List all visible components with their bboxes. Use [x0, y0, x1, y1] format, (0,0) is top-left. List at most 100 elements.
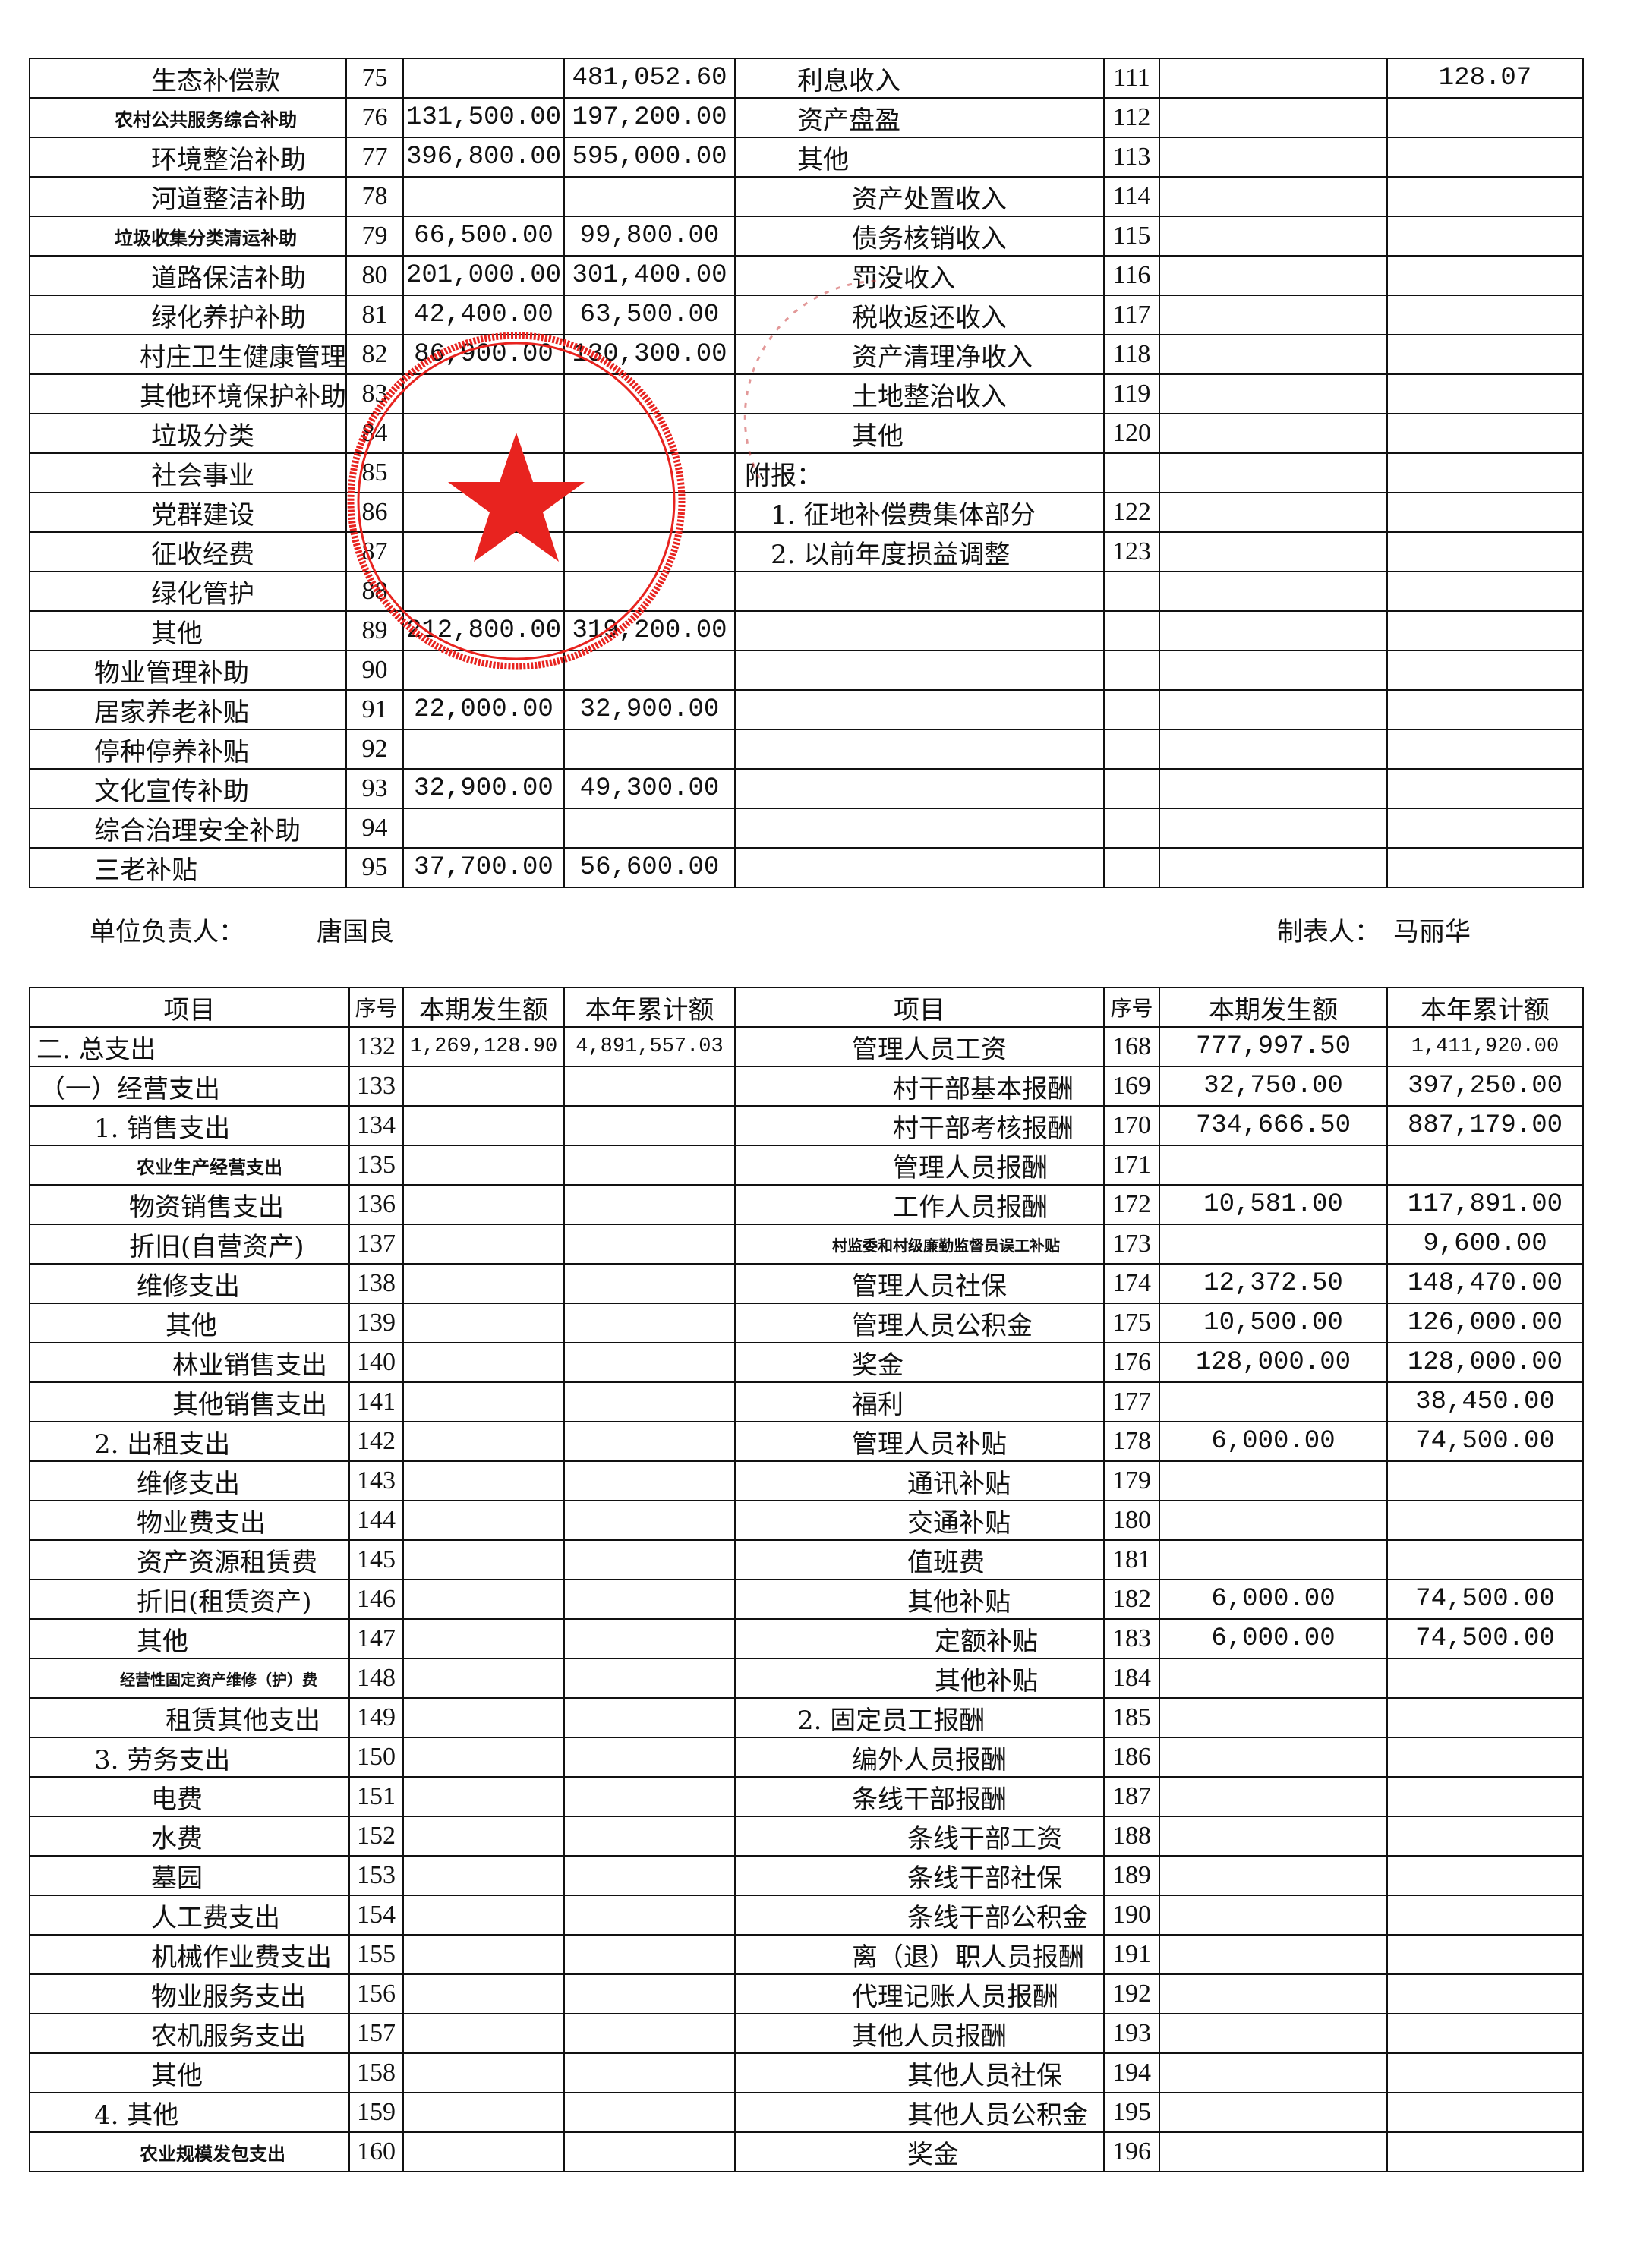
left-year-to-date-amount [563, 2092, 736, 2133]
right-row-number: 189 [1103, 1855, 1160, 1896]
right-current-period-amount [1159, 571, 1388, 612]
right-item-label: 管理人员工资 [734, 1026, 1105, 1067]
right-row-number: 183 [1103, 1618, 1160, 1659]
right-row-number: 118 [1103, 334, 1160, 375]
left-row-number: 91 [345, 689, 404, 730]
left-item-label: 垃圾分类 [29, 413, 347, 454]
right-current-period-amount [1159, 1934, 1388, 1975]
left-current-period-amount [402, 1579, 565, 1620]
left-current-period-amount: 66,500.00 [402, 216, 565, 257]
right-year-to-date-amount [1386, 610, 1584, 651]
right-current-period-amount [1159, 1973, 1388, 2014]
left-item-label: 垃圾收集分类清运补助 [29, 216, 347, 257]
right-row-number: 191 [1103, 1934, 1160, 1975]
left-current-period-amount: 42,400.00 [402, 295, 565, 335]
table-row: 折旧(租赁资产) 146 其他补贴 182 6,000.00 74,500.00 [29, 1579, 1584, 1620]
left-current-period-amount [402, 729, 565, 770]
right-row-number: 122 [1103, 492, 1160, 533]
left-year-to-date-amount [563, 452, 736, 493]
right-current-period-amount [1159, 689, 1388, 730]
right-current-period-amount: 6,000.00 [1159, 1579, 1388, 1620]
left-item-label: 3. 劳务支出 [29, 1737, 350, 1778]
table-row: 4. 其他 159 其他人员公积金 195 [29, 2092, 1584, 2133]
table-row: （一）经营支出 133 村干部基本报酬 169 32,750.00 397,250.00 [29, 1066, 1584, 1107]
left-year-to-date-amount: 130,300.00 [563, 334, 736, 375]
left-row-number: 132 [348, 1026, 404, 1067]
right-item-label: 其他人员公积金 [734, 2092, 1105, 2133]
right-year-to-date-amount: 887,179.00 [1386, 1105, 1584, 1146]
right-year-to-date-amount: 126,000.00 [1386, 1303, 1584, 1343]
right-row-number [1103, 847, 1160, 888]
right-year-to-date-amount [1386, 1737, 1584, 1778]
left-item-label: 征收经费 [29, 531, 347, 572]
left-item-label: 河道整洁补助 [29, 176, 347, 217]
left-row-number: 93 [345, 768, 404, 809]
right-current-period-amount [1159, 1855, 1388, 1896]
left-current-period-amount [402, 1066, 565, 1107]
right-row-number: 186 [1103, 1737, 1160, 1778]
left-current-period-amount [402, 413, 565, 454]
left-year-to-date-amount [563, 1342, 736, 1383]
left-row-number: 134 [348, 1105, 404, 1146]
left-current-period-amount [402, 1105, 565, 1146]
left-year-to-date-amount [563, 413, 736, 454]
right-current-period-amount [1159, 255, 1388, 296]
table-row: 租赁其他支出 149 2. 固定员工报酬 185 [29, 1697, 1584, 1738]
left-item-label: 其他 [29, 2052, 350, 2093]
right-year-to-date-amount [1386, 137, 1584, 178]
right-row-number: 177 [1103, 1381, 1160, 1422]
left-item-label: 停种停养补贴 [29, 729, 347, 770]
left-item-label: 道路保洁补助 [29, 255, 347, 296]
right-current-period-amount [1159, 1500, 1388, 1541]
right-item-label [734, 847, 1105, 888]
left-row-number: 148 [348, 1658, 404, 1699]
right-item-label: 条线干部报酬 [734, 1776, 1105, 1817]
right-year-to-date-amount [1386, 1816, 1584, 1857]
left-year-to-date-amount: 301,400.00 [563, 255, 736, 296]
right-row-number: 176 [1103, 1342, 1160, 1383]
right-item-label [734, 571, 1105, 612]
table-row: 其他 147 定额补贴 183 6,000.00 74,500.00 [29, 1618, 1584, 1659]
left-current-period-amount: 1,269,128.90 [402, 1026, 565, 1067]
table-row: 村庄卫生健康管理 82 86,900.00 130,300.00 资产清理净收入 118 [29, 334, 1584, 375]
right-current-period-amount [1159, 1895, 1388, 1936]
left-current-period-amount [402, 176, 565, 217]
left-row-number: 135 [348, 1145, 404, 1186]
right-row-number: 170 [1103, 1105, 1160, 1146]
table-row: 垃圾收集分类清运补助 79 66,500.00 99,800.00 债务核销收入 115 [29, 216, 1584, 257]
right-current-period-amount [1159, 1460, 1388, 1501]
right-row-number: 180 [1103, 1500, 1160, 1541]
left-row-number: 80 [345, 255, 404, 296]
right-year-to-date-amount [1386, 452, 1584, 493]
right-row-number: 195 [1103, 2092, 1160, 2133]
right-current-period-amount [1159, 334, 1388, 375]
right-current-period-amount [1159, 2131, 1388, 2172]
left-year-to-date-amount: 319,200.00 [563, 610, 736, 651]
column-header-current: 本期发生额 [402, 987, 565, 1028]
right-row-number: 116 [1103, 255, 1160, 296]
table-row: 文化宣传补助 93 32,900.00 49,300.00 [29, 768, 1584, 809]
left-year-to-date-amount [563, 1579, 736, 1620]
right-row-number: 196 [1103, 2131, 1160, 2172]
left-year-to-date-amount [563, 1737, 736, 1778]
table-row: 3. 劳务支出 150 编外人员报酬 186 [29, 1737, 1584, 1778]
right-row-number [1103, 610, 1160, 651]
left-current-period-amount [402, 1816, 565, 1857]
table-row: 物业管理补助 90 [29, 650, 1584, 691]
right-row-number: 172 [1103, 1184, 1160, 1225]
left-row-number: 76 [345, 97, 404, 138]
right-row-number: 168 [1103, 1026, 1160, 1067]
table-row: 物业服务支出 156 代理记账人员报酬 192 [29, 1973, 1584, 2014]
right-year-to-date-amount [1386, 295, 1584, 335]
table-row: 停种停养补贴 92 [29, 729, 1584, 770]
left-row-number: 81 [345, 295, 404, 335]
left-year-to-date-amount [563, 2131, 736, 2172]
table-row: 农村公共服务综合补助 76 131,500.00 197,200.00 资产盘盈 112 [29, 97, 1584, 138]
left-year-to-date-amount: 32,900.00 [563, 689, 736, 730]
right-year-to-date-amount [1386, 1460, 1584, 1501]
right-year-to-date-amount: 38,450.00 [1386, 1381, 1584, 1422]
right-row-number: 187 [1103, 1776, 1160, 1817]
left-item-label: 墓园 [29, 1855, 350, 1896]
left-current-period-amount [402, 1895, 565, 1936]
right-year-to-date-amount [1386, 571, 1584, 612]
